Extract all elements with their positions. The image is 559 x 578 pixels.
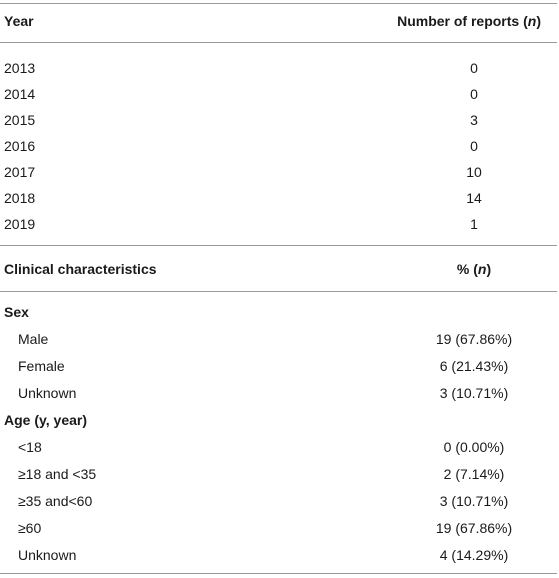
table-row: Female 6 (21.43%) <box>0 353 557 379</box>
age-value: 2 (7.14%) <box>443 466 505 482</box>
reports-cell: 10 <box>466 164 482 180</box>
year-cell: 2014 <box>4 86 36 102</box>
year-cell: 2019 <box>4 216 36 232</box>
table-row: Unknown 4 (14.29%) <box>0 542 557 568</box>
header-rule-2 <box>0 291 557 292</box>
sex-value: 19 (67.86%) <box>435 331 513 347</box>
age-label: Unknown <box>18 547 77 563</box>
table-row: 2018 14 <box>0 185 557 211</box>
reports-cell: 1 <box>470 216 478 232</box>
header-year: Year <box>4 13 34 29</box>
year-cell: 2013 <box>4 60 36 76</box>
sex-label: Female <box>18 358 65 374</box>
table-row: 2016 0 <box>0 133 557 159</box>
year-cell: 2015 <box>4 112 36 128</box>
age-value: 0 (0.00%) <box>443 439 505 455</box>
age-label: <18 <box>18 439 42 455</box>
section-heading-sex: Sex <box>0 299 557 325</box>
sex-label: Male <box>18 331 49 347</box>
age-value: 19 (67.86%) <box>435 520 513 536</box>
age-label: ≥35 and<60 <box>18 493 93 509</box>
table-row: <18 0 (0.00%) <box>0 434 557 460</box>
age-heading: Age (y, year) <box>4 412 87 428</box>
header-reports-suffix: ) <box>536 13 541 29</box>
header-percent-suffix: ) <box>486 261 492 277</box>
header-rule <box>0 42 557 43</box>
sex-value: 3 (10.71%) <box>439 385 509 401</box>
header-reports-prefix: Number of reports ( <box>397 13 528 29</box>
table-row: 2017 10 <box>0 159 557 185</box>
table-header-year: Year Number of reports (n) <box>0 8 557 34</box>
sex-heading: Sex <box>4 304 29 320</box>
table-row: 2015 3 <box>0 107 557 133</box>
age-label: ≥18 and <35 <box>18 466 97 482</box>
age-value: 3 (10.71%) <box>439 493 509 509</box>
table-row: Male 19 (67.86%) <box>0 326 557 352</box>
table-row: 2014 0 <box>0 81 557 107</box>
table-row: ≥60 19 (67.86%) <box>0 515 557 541</box>
header-number-of-reports: Number of reports (n) <box>397 8 541 34</box>
table-row: Unknown 3 (10.71%) <box>0 380 557 406</box>
header-percent-n: % (n) <box>370 256 559 282</box>
mid-rule <box>0 245 557 246</box>
section-heading-age: Age (y, year) <box>0 407 557 433</box>
reports-cell: 14 <box>466 190 482 206</box>
reports-cell: 0 <box>470 138 478 154</box>
table-row: 2019 1 <box>0 211 557 237</box>
year-cell: 2018 <box>4 190 36 206</box>
sex-value: 6 (21.43%) <box>439 358 509 374</box>
table-row: ≥35 and<60 3 (10.71%) <box>0 488 557 514</box>
table-row: 2013 0 <box>0 55 557 81</box>
age-label: ≥60 <box>18 520 42 536</box>
header-reports-var: n <box>527 13 537 29</box>
header-clinical-characteristics: Clinical characteristics <box>4 261 157 277</box>
reports-cell: 0 <box>470 86 478 102</box>
reports-cell: 0 <box>470 60 478 76</box>
reports-cell: 3 <box>470 112 478 128</box>
year-cell: 2016 <box>4 138 36 154</box>
header-percent-prefix: % ( <box>456 261 478 277</box>
age-value: 4 (14.29%) <box>439 547 509 563</box>
table-header-clinical: Clinical characteristics % (n) <box>0 256 557 282</box>
table-row: ≥18 and <35 2 (7.14%) <box>0 461 557 487</box>
bottom-rule <box>0 573 557 574</box>
top-rule <box>0 3 557 4</box>
header-percent-var: n <box>477 261 487 277</box>
sex-label: Unknown <box>18 385 77 401</box>
year-cell: 2017 <box>4 164 36 180</box>
